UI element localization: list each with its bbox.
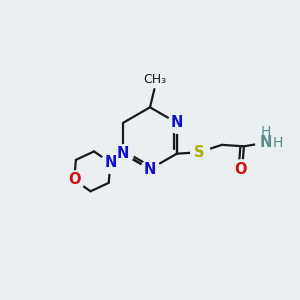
Text: N: N — [104, 155, 117, 170]
Text: N: N — [260, 135, 272, 150]
Text: S: S — [194, 145, 205, 160]
Text: N: N — [171, 115, 183, 130]
Text: H: H — [260, 124, 271, 139]
Text: CH₃: CH₃ — [143, 73, 166, 85]
Text: O: O — [68, 172, 80, 187]
Text: N: N — [144, 162, 156, 177]
Text: H: H — [272, 136, 283, 150]
Text: N: N — [117, 146, 129, 161]
Text: O: O — [235, 162, 247, 177]
